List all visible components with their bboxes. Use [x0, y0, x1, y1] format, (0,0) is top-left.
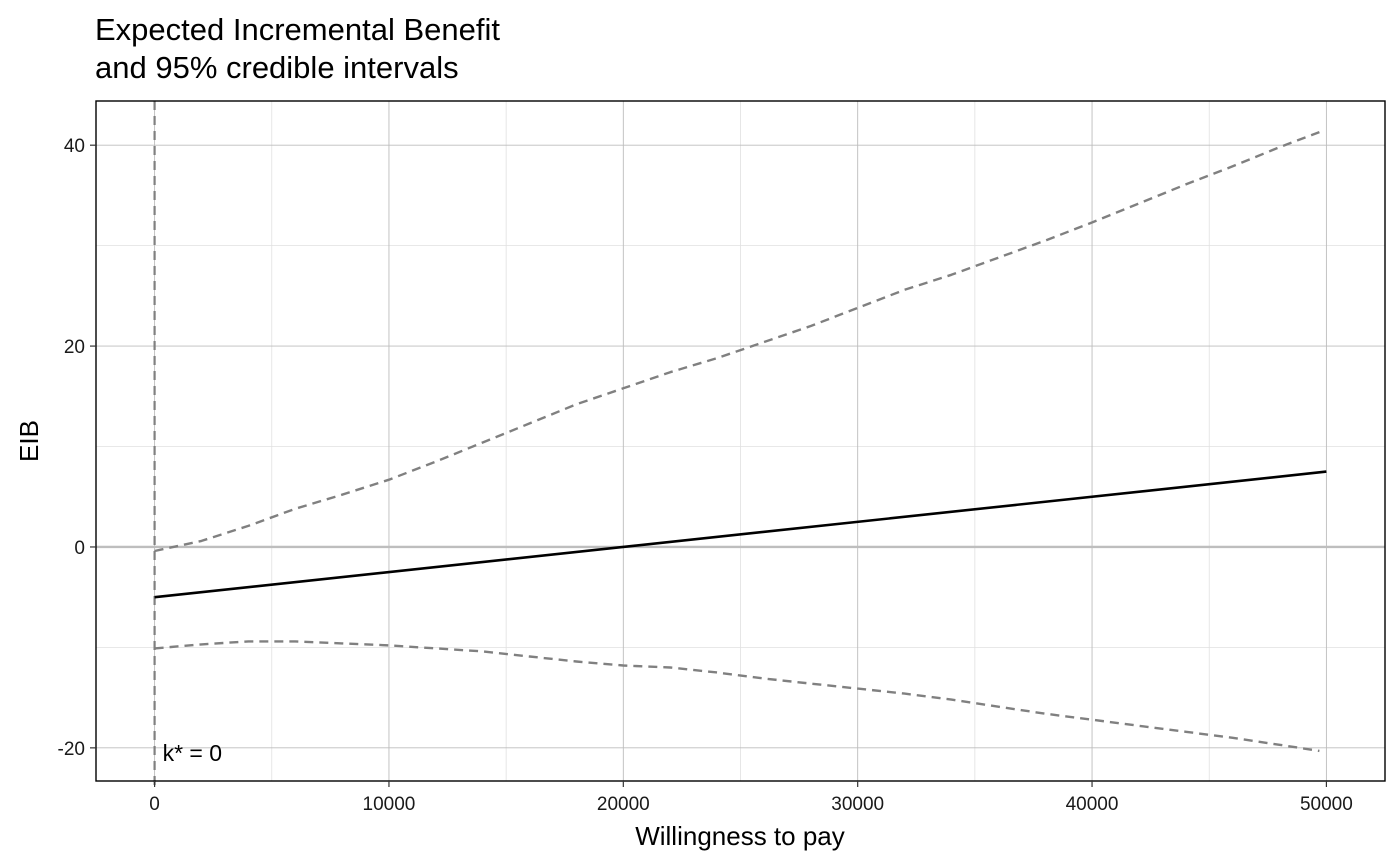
chart-title-line-2: and 95% credible intervals: [95, 50, 459, 85]
x-tick-label: 50000: [1300, 794, 1353, 815]
x-tick-label: 30000: [831, 794, 884, 815]
axis-ticks: 0 10000 20000 30000 40000 50000 -20 0 20 40: [58, 136, 1353, 815]
series-line-lower: [154, 640, 1320, 753]
x-tick-label: 0: [149, 794, 160, 815]
y-tick-label: 0: [74, 538, 85, 559]
plot-panel-border: [95, 100, 1386, 782]
kstar-annotation: k* = 0: [163, 740, 222, 766]
x-axis-title: Willingness to pay: [635, 821, 845, 851]
x-tick-label: 20000: [597, 794, 650, 815]
y-axis-title: EIB: [14, 420, 44, 462]
reference-lines: [96, 101, 1385, 787]
annotations: k* = 0: [163, 740, 222, 766]
grid-lines: [96, 101, 1385, 781]
chart-title-line-1: Expected Incremental Benefit: [95, 12, 500, 47]
x-tick-label: 10000: [363, 794, 416, 815]
y-tick-label: 20: [64, 337, 85, 358]
series-line-upper: [154, 130, 1320, 553]
series-lines: [154, 130, 1327, 753]
y-tick-label: -20: [58, 739, 85, 760]
x-tick-label: 40000: [1066, 794, 1119, 815]
y-tick-label: 40: [64, 136, 85, 157]
series-line-eib: [154, 470, 1327, 599]
